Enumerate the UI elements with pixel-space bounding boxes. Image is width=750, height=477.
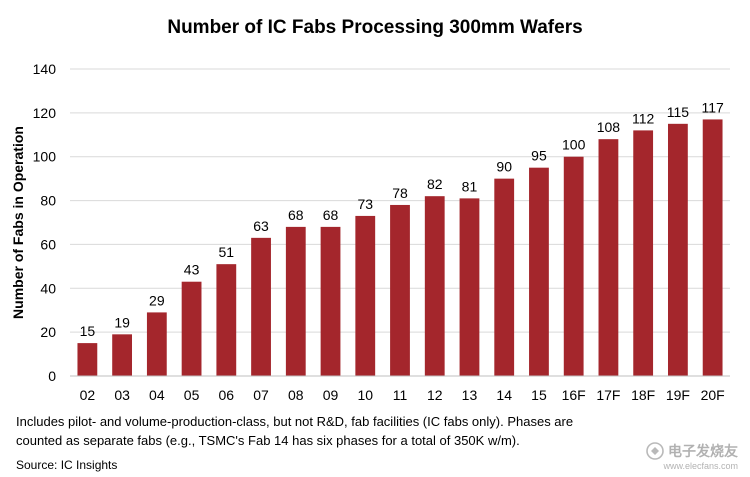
bar xyxy=(146,312,167,376)
y-tick-label: 20 xyxy=(40,324,56,340)
data-label: 90 xyxy=(496,159,512,175)
data-label: 15 xyxy=(80,323,96,339)
y-tick-label: 120 xyxy=(33,105,57,121)
bar xyxy=(598,139,619,376)
x-tick-label: 10 xyxy=(357,387,373,403)
footnote-line-1: Includes pilot- and volume-production-cl… xyxy=(16,414,574,429)
data-label: 117 xyxy=(701,99,724,115)
source-credit: Source: IC Insights xyxy=(16,458,118,472)
bar xyxy=(112,334,133,376)
data-label: 19 xyxy=(114,314,130,330)
data-label: 78 xyxy=(392,185,408,201)
x-tick-label: 14 xyxy=(496,387,512,403)
watermark-url: www.elecfans.com xyxy=(663,461,738,471)
bar xyxy=(702,119,723,376)
y-tick-label: 40 xyxy=(40,280,56,296)
x-tick-label: 03 xyxy=(114,387,130,403)
data-label: 51 xyxy=(219,244,235,260)
x-tick-label: 12 xyxy=(427,387,443,403)
bar xyxy=(563,156,584,376)
x-tick-label: 19F xyxy=(666,387,690,403)
bar xyxy=(216,264,237,376)
y-tick-label: 140 xyxy=(33,61,57,77)
data-labels: 15 19 29 43 51 63 68 68 73 78 82 81 90 95 100 108 112 115… xyxy=(80,99,724,339)
x-tick-label: 05 xyxy=(184,387,200,403)
x-tick-label: 17F xyxy=(596,387,620,403)
x-tick-label: 06 xyxy=(219,387,235,403)
y-tick-label: 100 xyxy=(33,149,57,165)
data-label: 29 xyxy=(149,292,165,308)
bar xyxy=(77,343,98,376)
y-tick-label: 0 xyxy=(48,368,56,384)
data-label: 68 xyxy=(323,207,339,223)
watermark: 电子发烧友 www.elecfans.com xyxy=(646,441,738,471)
y-axis-ticks: 0 20 40 60 80 100 120 140 xyxy=(33,61,57,384)
data-label: 115 xyxy=(667,104,690,120)
bars xyxy=(77,119,723,376)
bar xyxy=(424,196,445,376)
bar xyxy=(390,204,410,376)
data-label: 112 xyxy=(632,110,655,126)
x-axis-ticks: 02 03 04 05 06 07 08 09 10 11 12 13 14 15 16F 17F 18F 19F… xyxy=(80,387,725,403)
bar xyxy=(355,215,376,376)
watermark-logo: 电子发烧友 xyxy=(646,441,738,461)
x-tick-label: 18F xyxy=(631,387,655,403)
chart-title: Number of IC Fabs Processing 300mm Wafer… xyxy=(167,17,583,38)
bar xyxy=(667,123,688,376)
x-tick-label: 13 xyxy=(462,387,478,403)
bar xyxy=(320,226,341,376)
watermark-name: 电子发烧友 xyxy=(668,443,738,459)
bar xyxy=(285,226,306,376)
bar xyxy=(529,167,549,376)
bar xyxy=(251,237,271,376)
x-tick-label: 09 xyxy=(323,387,339,403)
elecfans-logo-icon xyxy=(646,442,664,460)
data-label: 81 xyxy=(462,178,478,194)
data-label: 68 xyxy=(288,207,304,223)
data-label: 63 xyxy=(253,218,269,234)
data-label: 43 xyxy=(184,262,200,278)
bar xyxy=(181,281,202,376)
bar xyxy=(494,178,515,376)
x-tick-label: 02 xyxy=(80,387,96,403)
y-axis-title: Number of Fabs in Operation xyxy=(10,126,26,319)
x-tick-label: 07 xyxy=(253,387,269,403)
x-tick-label: 04 xyxy=(149,387,165,403)
x-tick-label: 20F xyxy=(701,387,725,403)
x-tick-label: 08 xyxy=(288,387,304,403)
data-label: 73 xyxy=(357,196,373,212)
x-tick-label: 16F xyxy=(562,387,586,403)
bar xyxy=(459,198,480,376)
data-label: 95 xyxy=(531,148,547,164)
data-label: 108 xyxy=(597,119,621,135)
data-label: 82 xyxy=(427,176,443,192)
y-tick-label: 80 xyxy=(40,193,56,209)
y-tick-label: 60 xyxy=(40,236,56,252)
bar xyxy=(633,130,654,376)
data-label: 100 xyxy=(562,137,586,153)
x-tick-label: 11 xyxy=(393,387,408,403)
footnote-line-2: counted as separate fabs (e.g., TSMC's F… xyxy=(16,433,520,448)
x-tick-label: 15 xyxy=(531,387,547,403)
